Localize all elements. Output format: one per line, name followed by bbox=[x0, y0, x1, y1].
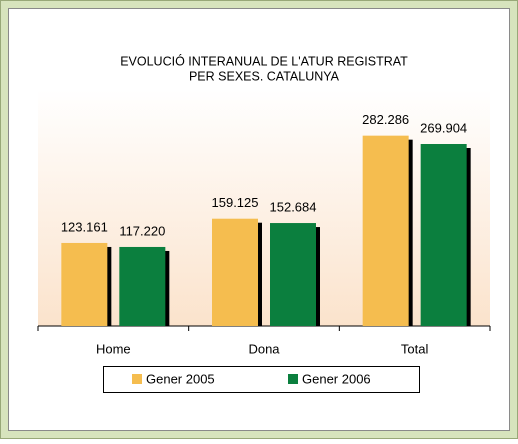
data-label: 117.220 bbox=[119, 223, 165, 238]
data-label: 269.904 bbox=[420, 120, 467, 135]
legend-label: Gener 2005 bbox=[146, 371, 215, 386]
bar bbox=[119, 246, 166, 326]
legend-label: Gener 2006 bbox=[302, 371, 371, 386]
x-tick-label: Total bbox=[401, 341, 429, 356]
bar bbox=[362, 135, 409, 326]
x-tick-label: Dona bbox=[248, 341, 280, 356]
legend bbox=[103, 366, 420, 393]
legend-swatch bbox=[132, 374, 142, 384]
legend-swatch bbox=[288, 374, 298, 384]
data-label: 282.286 bbox=[362, 112, 409, 127]
bar bbox=[420, 144, 467, 326]
bar bbox=[61, 242, 108, 326]
data-label: 152.684 bbox=[270, 199, 317, 214]
chart-title: EVOLUCIÓ INTERANUAL DE L'ATUR REGISTRAT bbox=[120, 53, 408, 68]
data-label: 159.125 bbox=[212, 195, 259, 210]
data-label: 123.161 bbox=[61, 219, 108, 234]
bar bbox=[212, 218, 258, 326]
chart-title: PER SEXES. CATALUNYA bbox=[189, 69, 340, 83]
x-tick-label: Home bbox=[96, 341, 131, 356]
plot-area bbox=[38, 90, 490, 326]
bar bbox=[270, 223, 316, 326]
